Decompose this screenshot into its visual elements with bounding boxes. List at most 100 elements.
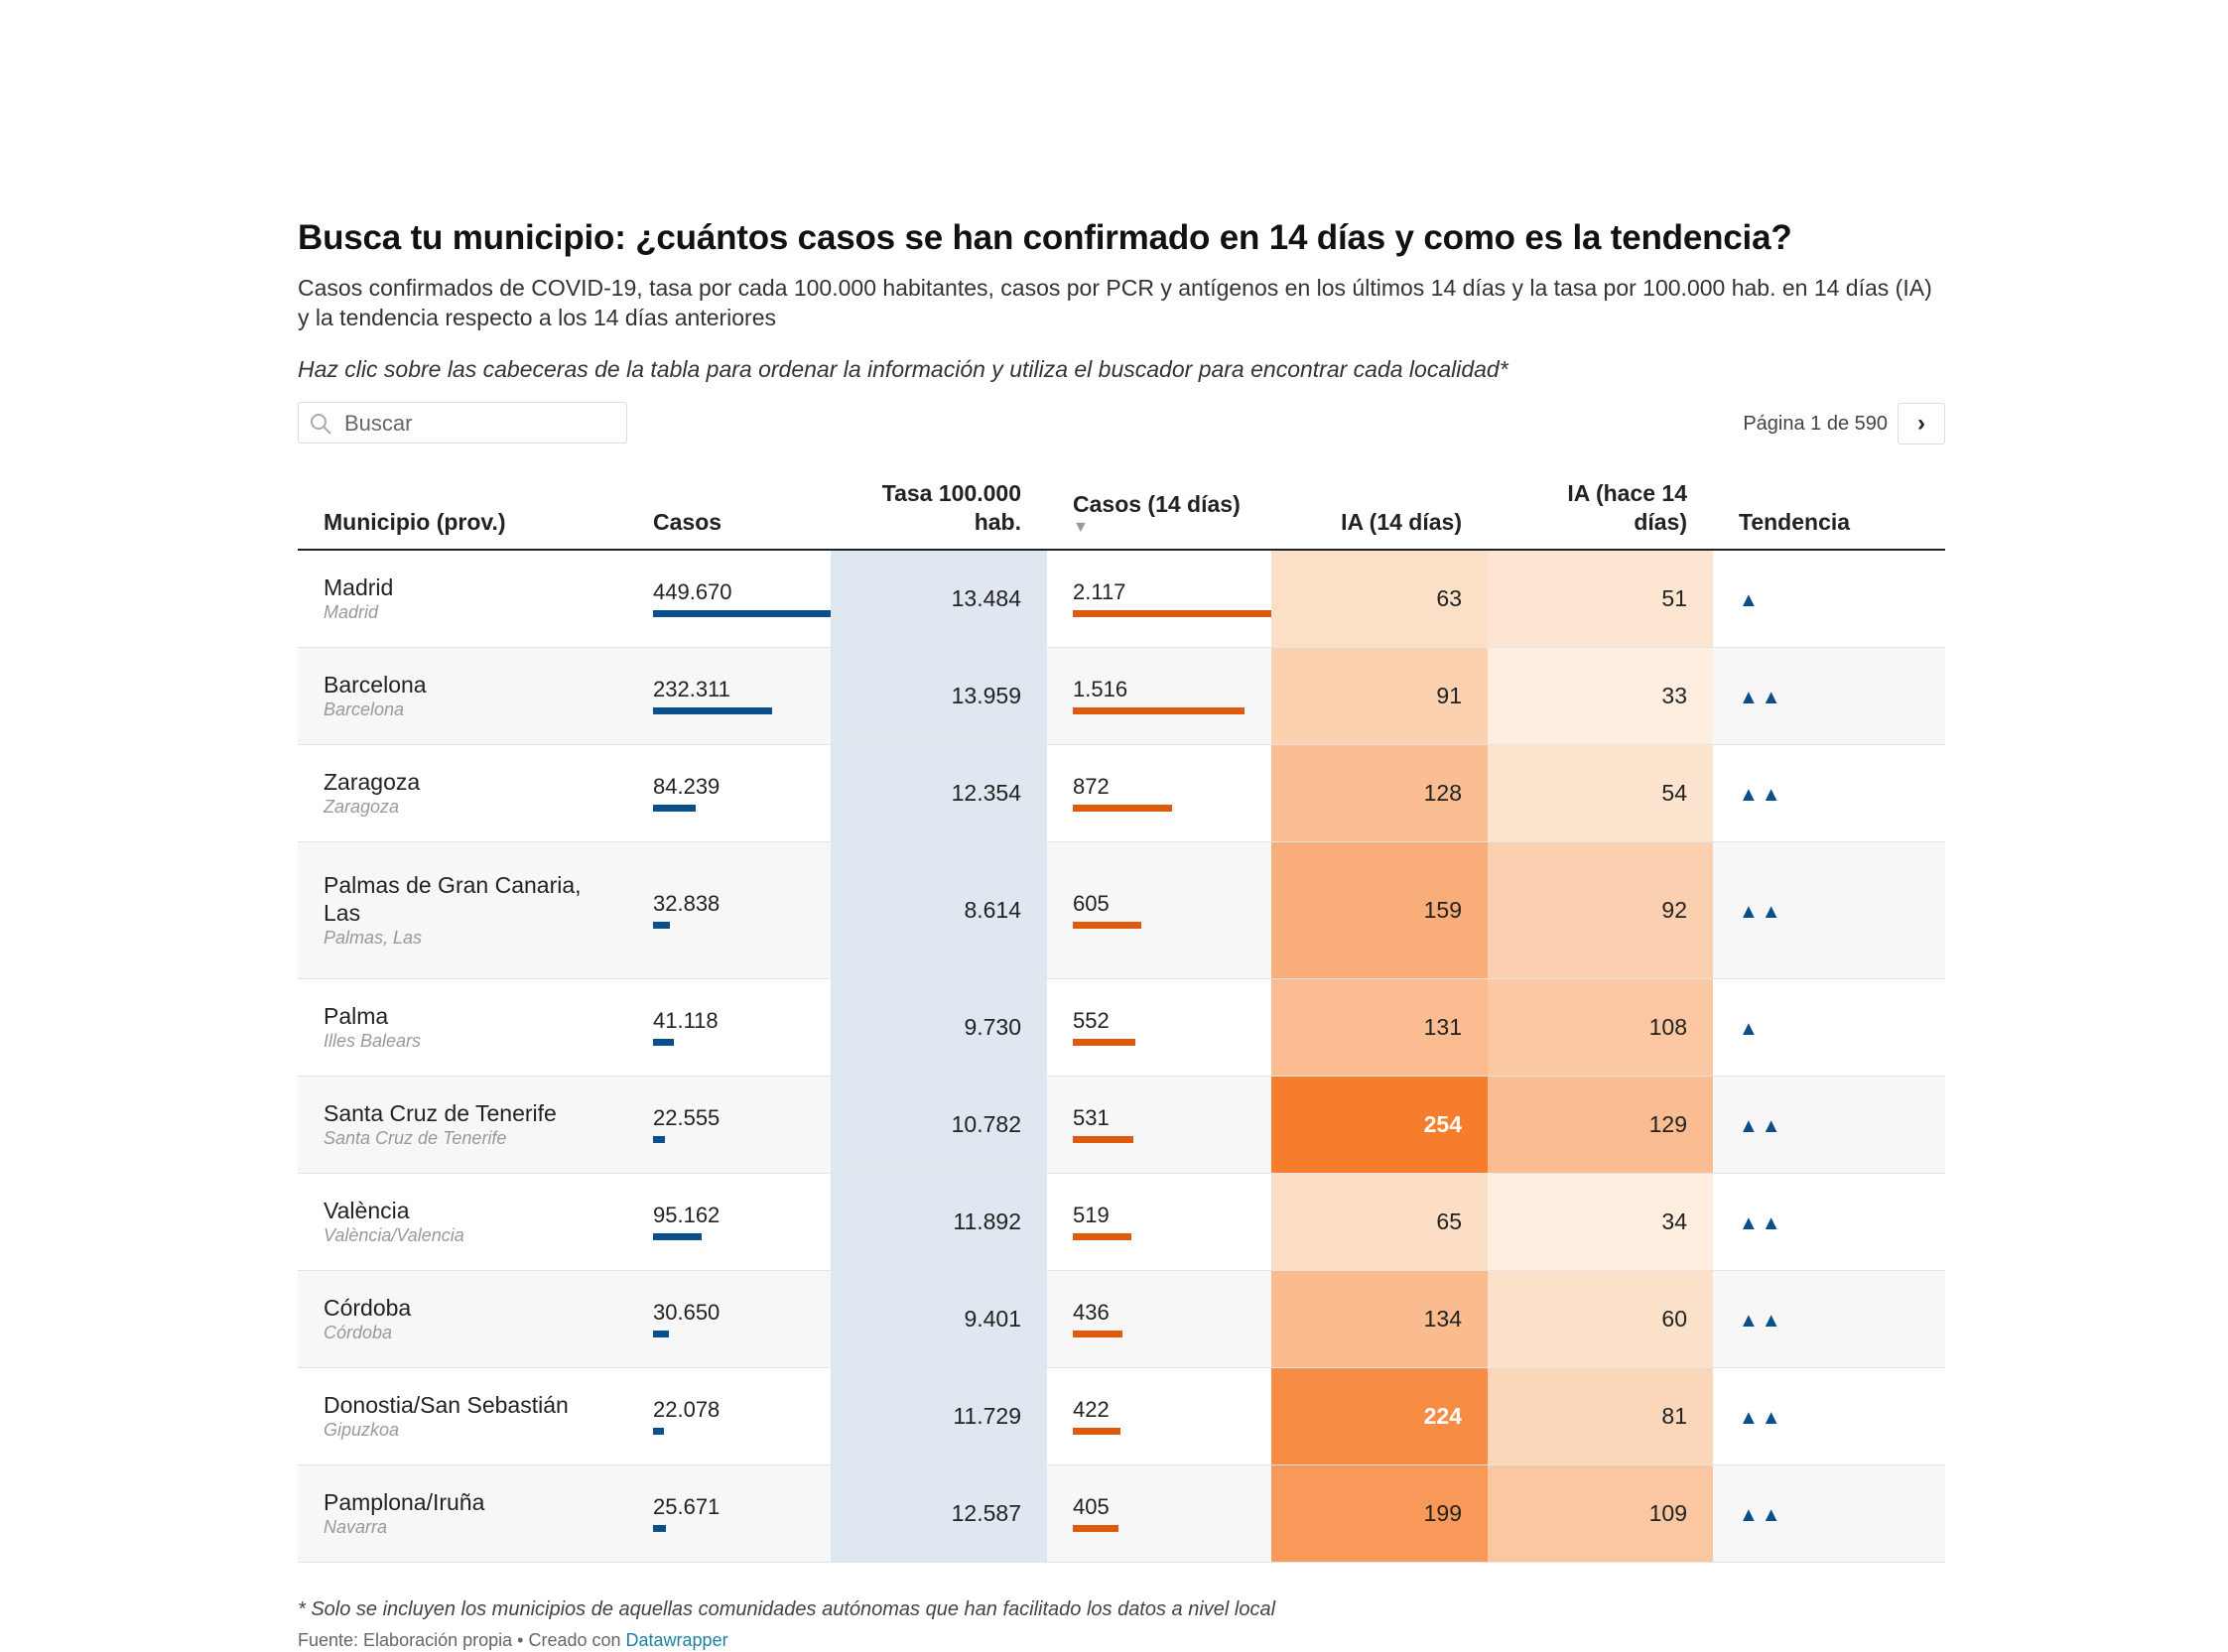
header-municipio[interactable]: Municipio (prov.) xyxy=(298,479,627,551)
municipio-name: Santa Cruz de Tenerife xyxy=(324,1100,557,1126)
cell-ia-prev: 51 xyxy=(1488,550,1713,648)
chart-title: Busca tu municipio: ¿cuántos casos se ha… xyxy=(298,218,1792,257)
cell-tasa: 12.587 xyxy=(831,1464,1047,1563)
triangle-up-icon: ▲▲ xyxy=(1739,1406,1784,1429)
municipio-name: València xyxy=(324,1198,410,1223)
header-ia14[interactable]: IA (14 días) xyxy=(1271,479,1488,551)
casos14-value: 405 xyxy=(1073,1494,1110,1519)
municipio-name: Madrid xyxy=(324,574,394,601)
casos-value: 95.162 xyxy=(653,1203,721,1227)
cell-tasa: 9.730 xyxy=(831,978,1047,1077)
cell-casos14: 552 xyxy=(1047,978,1271,1077)
triangle-up-icon: ▲▲ xyxy=(1739,686,1784,708)
header-ia-prev[interactable]: IA (hace 14 días) xyxy=(1488,479,1713,551)
casos-bar xyxy=(653,805,696,812)
cell-tasa: 10.782 xyxy=(831,1076,1047,1174)
cell-municipio: Palma Illes Balears xyxy=(298,978,627,1077)
cell-ia14: 63 xyxy=(1271,550,1488,648)
cell-ia14: 91 xyxy=(1271,647,1488,745)
cell-tendencia: ▲▲ xyxy=(1713,1076,1945,1174)
casos-value: 25.671 xyxy=(653,1494,721,1519)
provincia-name: Gipuzkoa xyxy=(324,1420,400,1440)
next-page-button[interactable]: › xyxy=(1898,403,1945,445)
casos14-bar xyxy=(1073,707,1245,714)
casos14-bar xyxy=(1073,805,1172,812)
provincia-name: Palmas, Las xyxy=(324,928,423,948)
triangle-up-icon: ▲▲ xyxy=(1739,783,1784,806)
cell-tasa: 8.614 xyxy=(831,841,1047,979)
cell-tendencia: ▲▲ xyxy=(1713,647,1945,745)
cell-casos: 30.650 xyxy=(627,1270,831,1368)
triangle-up-icon: ▲▲ xyxy=(1739,1211,1784,1234)
cell-ia-prev: 109 xyxy=(1488,1464,1713,1563)
casos14-bar xyxy=(1073,922,1141,929)
municipio-name: Zaragoza xyxy=(324,769,421,795)
casos14-bar xyxy=(1073,610,1313,618)
cell-casos: 22.078 xyxy=(627,1367,831,1465)
casos-value: 32.838 xyxy=(653,891,721,916)
provincia-name: Illes Balears xyxy=(324,1031,422,1051)
chart-subtitle: Casos confirmados de COVID-19, tasa por … xyxy=(298,275,1932,330)
cell-municipio: Zaragoza Zaragoza xyxy=(298,744,627,842)
cell-ia14: 159 xyxy=(1271,841,1488,979)
cell-tasa: 11.892 xyxy=(831,1173,1047,1271)
cell-tasa: 9.401 xyxy=(831,1270,1047,1368)
pagination: Página 1 de 590 › xyxy=(1743,402,1945,445)
cell-tasa: 13.959 xyxy=(831,647,1047,745)
provincia-name: Navarra xyxy=(324,1517,388,1537)
cell-ia14: 65 xyxy=(1271,1173,1488,1271)
casos-bar xyxy=(653,707,772,714)
cell-casos14: 531 xyxy=(1047,1076,1271,1174)
casos-bar xyxy=(653,1331,669,1337)
source-line: Fuente: Elaboración propia • Creado con … xyxy=(298,1628,1945,1652)
cell-tendencia: ▲▲ xyxy=(1713,1464,1945,1563)
casos-bar xyxy=(653,1136,665,1143)
casos14-value: 872 xyxy=(1073,774,1110,799)
cell-tendencia: ▲ xyxy=(1713,550,1945,648)
cell-ia-prev: 34 xyxy=(1488,1173,1713,1271)
search-input[interactable] xyxy=(342,407,624,441)
triangle-up-icon: ▲▲ xyxy=(1739,1309,1784,1332)
table-header-row: Municipio (prov.) Casos Tasa 100.000 hab… xyxy=(298,479,1945,551)
casos-bar xyxy=(653,1039,674,1046)
header-tasa[interactable]: Tasa 100.000 hab. xyxy=(831,479,1047,551)
table-row: Donostia/San Sebastián Gipuzkoa 22.078 11.7… xyxy=(298,1367,1945,1465)
casos14-value: 552 xyxy=(1073,1008,1110,1033)
casos14-value: 531 xyxy=(1073,1105,1110,1130)
cell-ia14: 199 xyxy=(1271,1464,1488,1563)
cell-municipio: Donostia/San Sebastián Gipuzkoa xyxy=(298,1367,627,1465)
casos-bar xyxy=(653,610,883,618)
header-casos14[interactable]: Casos (14 días) ▼ xyxy=(1047,479,1271,551)
cell-ia14: 254 xyxy=(1271,1076,1488,1174)
table-row: Madrid Madrid 449.670 13.484 2.117 63 51 ▲ xyxy=(298,550,1945,648)
cell-casos: 32.838 xyxy=(627,841,831,979)
cell-ia-prev: 54 xyxy=(1488,744,1713,842)
chart-container: Busca tu municipio: ¿cuántos casos se ha… xyxy=(298,213,1945,1652)
table-controls: Página 1 de 590 › xyxy=(298,402,1945,447)
triangle-up-icon: ▲ xyxy=(1739,588,1762,611)
provincia-name: Zaragoza xyxy=(324,797,400,817)
header-casos[interactable]: Casos xyxy=(627,479,831,551)
cell-municipio: València València/Valencia xyxy=(298,1173,627,1271)
datawrapper-link[interactable]: Datawrapper xyxy=(625,1629,728,1650)
cell-ia-prev: 60 xyxy=(1488,1270,1713,1368)
header-tendencia[interactable]: Tendencia xyxy=(1713,479,1945,551)
provincia-name: Madrid xyxy=(324,602,379,623)
casos-value: 22.078 xyxy=(653,1397,721,1422)
source-text: Fuente: Elaboración propia • Creado con xyxy=(298,1629,626,1650)
search-box[interactable] xyxy=(298,402,627,444)
cell-casos: 41.118 xyxy=(627,978,831,1077)
cell-casos14: 519 xyxy=(1047,1173,1271,1271)
table-body: Madrid Madrid 449.670 13.484 2.117 63 51 ▲ Barce… xyxy=(298,550,1945,1563)
cell-municipio: Barcelona Barcelona xyxy=(298,647,627,745)
casos14-bar xyxy=(1073,1136,1133,1143)
cell-ia-prev: 129 xyxy=(1488,1076,1713,1174)
provincia-name: Santa Cruz de Tenerife xyxy=(324,1128,507,1148)
municipio-name: Palmas de Gran Canaria, Las xyxy=(324,872,582,926)
municipio-name: Palma xyxy=(324,1003,389,1029)
cell-casos14: 422 xyxy=(1047,1367,1271,1465)
cell-casos: 232.311 xyxy=(627,647,831,745)
casos14-value: 436 xyxy=(1073,1300,1110,1325)
table-row: Barcelona Barcelona 232.311 13.959 1.516 91 33… xyxy=(298,647,1945,745)
casos-value: 22.555 xyxy=(653,1105,721,1130)
